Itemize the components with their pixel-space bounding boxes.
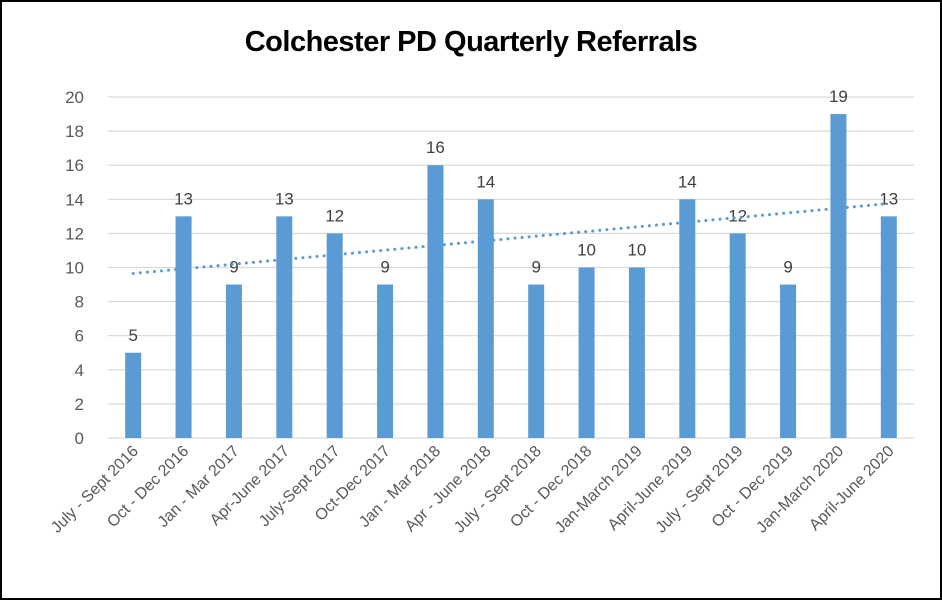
y-tick-label: 2 bbox=[75, 395, 84, 414]
y-tick-label: 4 bbox=[75, 361, 84, 380]
bar bbox=[528, 284, 545, 438]
bar bbox=[880, 216, 897, 438]
data-label: 9 bbox=[229, 258, 238, 277]
x-tick-label: April-June 2019 bbox=[605, 443, 696, 534]
data-label: 12 bbox=[325, 206, 344, 225]
bar bbox=[628, 267, 645, 438]
bar bbox=[377, 284, 394, 438]
data-label: 13 bbox=[174, 189, 193, 208]
data-label: 14 bbox=[476, 172, 495, 191]
bar bbox=[125, 352, 142, 438]
bar bbox=[578, 267, 595, 438]
bar bbox=[830, 114, 847, 439]
data-label: 13 bbox=[275, 189, 294, 208]
y-tick-label: 12 bbox=[65, 224, 84, 243]
bar bbox=[175, 216, 192, 438]
x-tick-label: Apr - June 2018 bbox=[402, 443, 495, 536]
data-label: 16 bbox=[426, 138, 445, 157]
bar bbox=[477, 199, 494, 438]
data-label: 10 bbox=[627, 241, 646, 260]
bar bbox=[326, 233, 343, 438]
y-tick-label: 16 bbox=[65, 156, 84, 175]
bar bbox=[679, 199, 696, 438]
y-tick-label: 8 bbox=[75, 293, 84, 312]
y-tick-label: 10 bbox=[65, 259, 84, 278]
data-label: 14 bbox=[678, 172, 697, 191]
bar bbox=[276, 216, 293, 438]
x-tick-label: July - Sept 2018 bbox=[451, 443, 545, 537]
y-tick-label: 18 bbox=[65, 122, 84, 141]
y-tick-label: 20 bbox=[65, 88, 84, 107]
x-tick-label: Jan-March 2019 bbox=[552, 443, 646, 537]
y-tick-label: 6 bbox=[75, 327, 84, 346]
bar bbox=[729, 233, 746, 438]
data-label: 9 bbox=[783, 258, 792, 277]
x-tick-label: Jan-March 2020 bbox=[753, 443, 847, 537]
data-label: 12 bbox=[728, 206, 747, 225]
data-label: 5 bbox=[128, 326, 137, 345]
chart-title: Colchester PD Quarterly Referrals bbox=[244, 26, 698, 58]
bar bbox=[780, 284, 797, 438]
bar bbox=[427, 165, 444, 438]
x-tick-label: July - Sept 2016 bbox=[48, 443, 142, 537]
data-label: 9 bbox=[380, 258, 389, 277]
trendline bbox=[131, 202, 891, 275]
x-tick-label: July - Sept 2019 bbox=[653, 443, 747, 537]
data-label: 19 bbox=[829, 87, 848, 106]
bar bbox=[225, 284, 242, 438]
data-label: 10 bbox=[577, 241, 596, 260]
data-label: 9 bbox=[531, 258, 540, 277]
y-tick-label: 0 bbox=[75, 429, 84, 448]
y-tick-label: 14 bbox=[65, 190, 84, 209]
x-tick-label: April-June 2020 bbox=[806, 443, 897, 534]
